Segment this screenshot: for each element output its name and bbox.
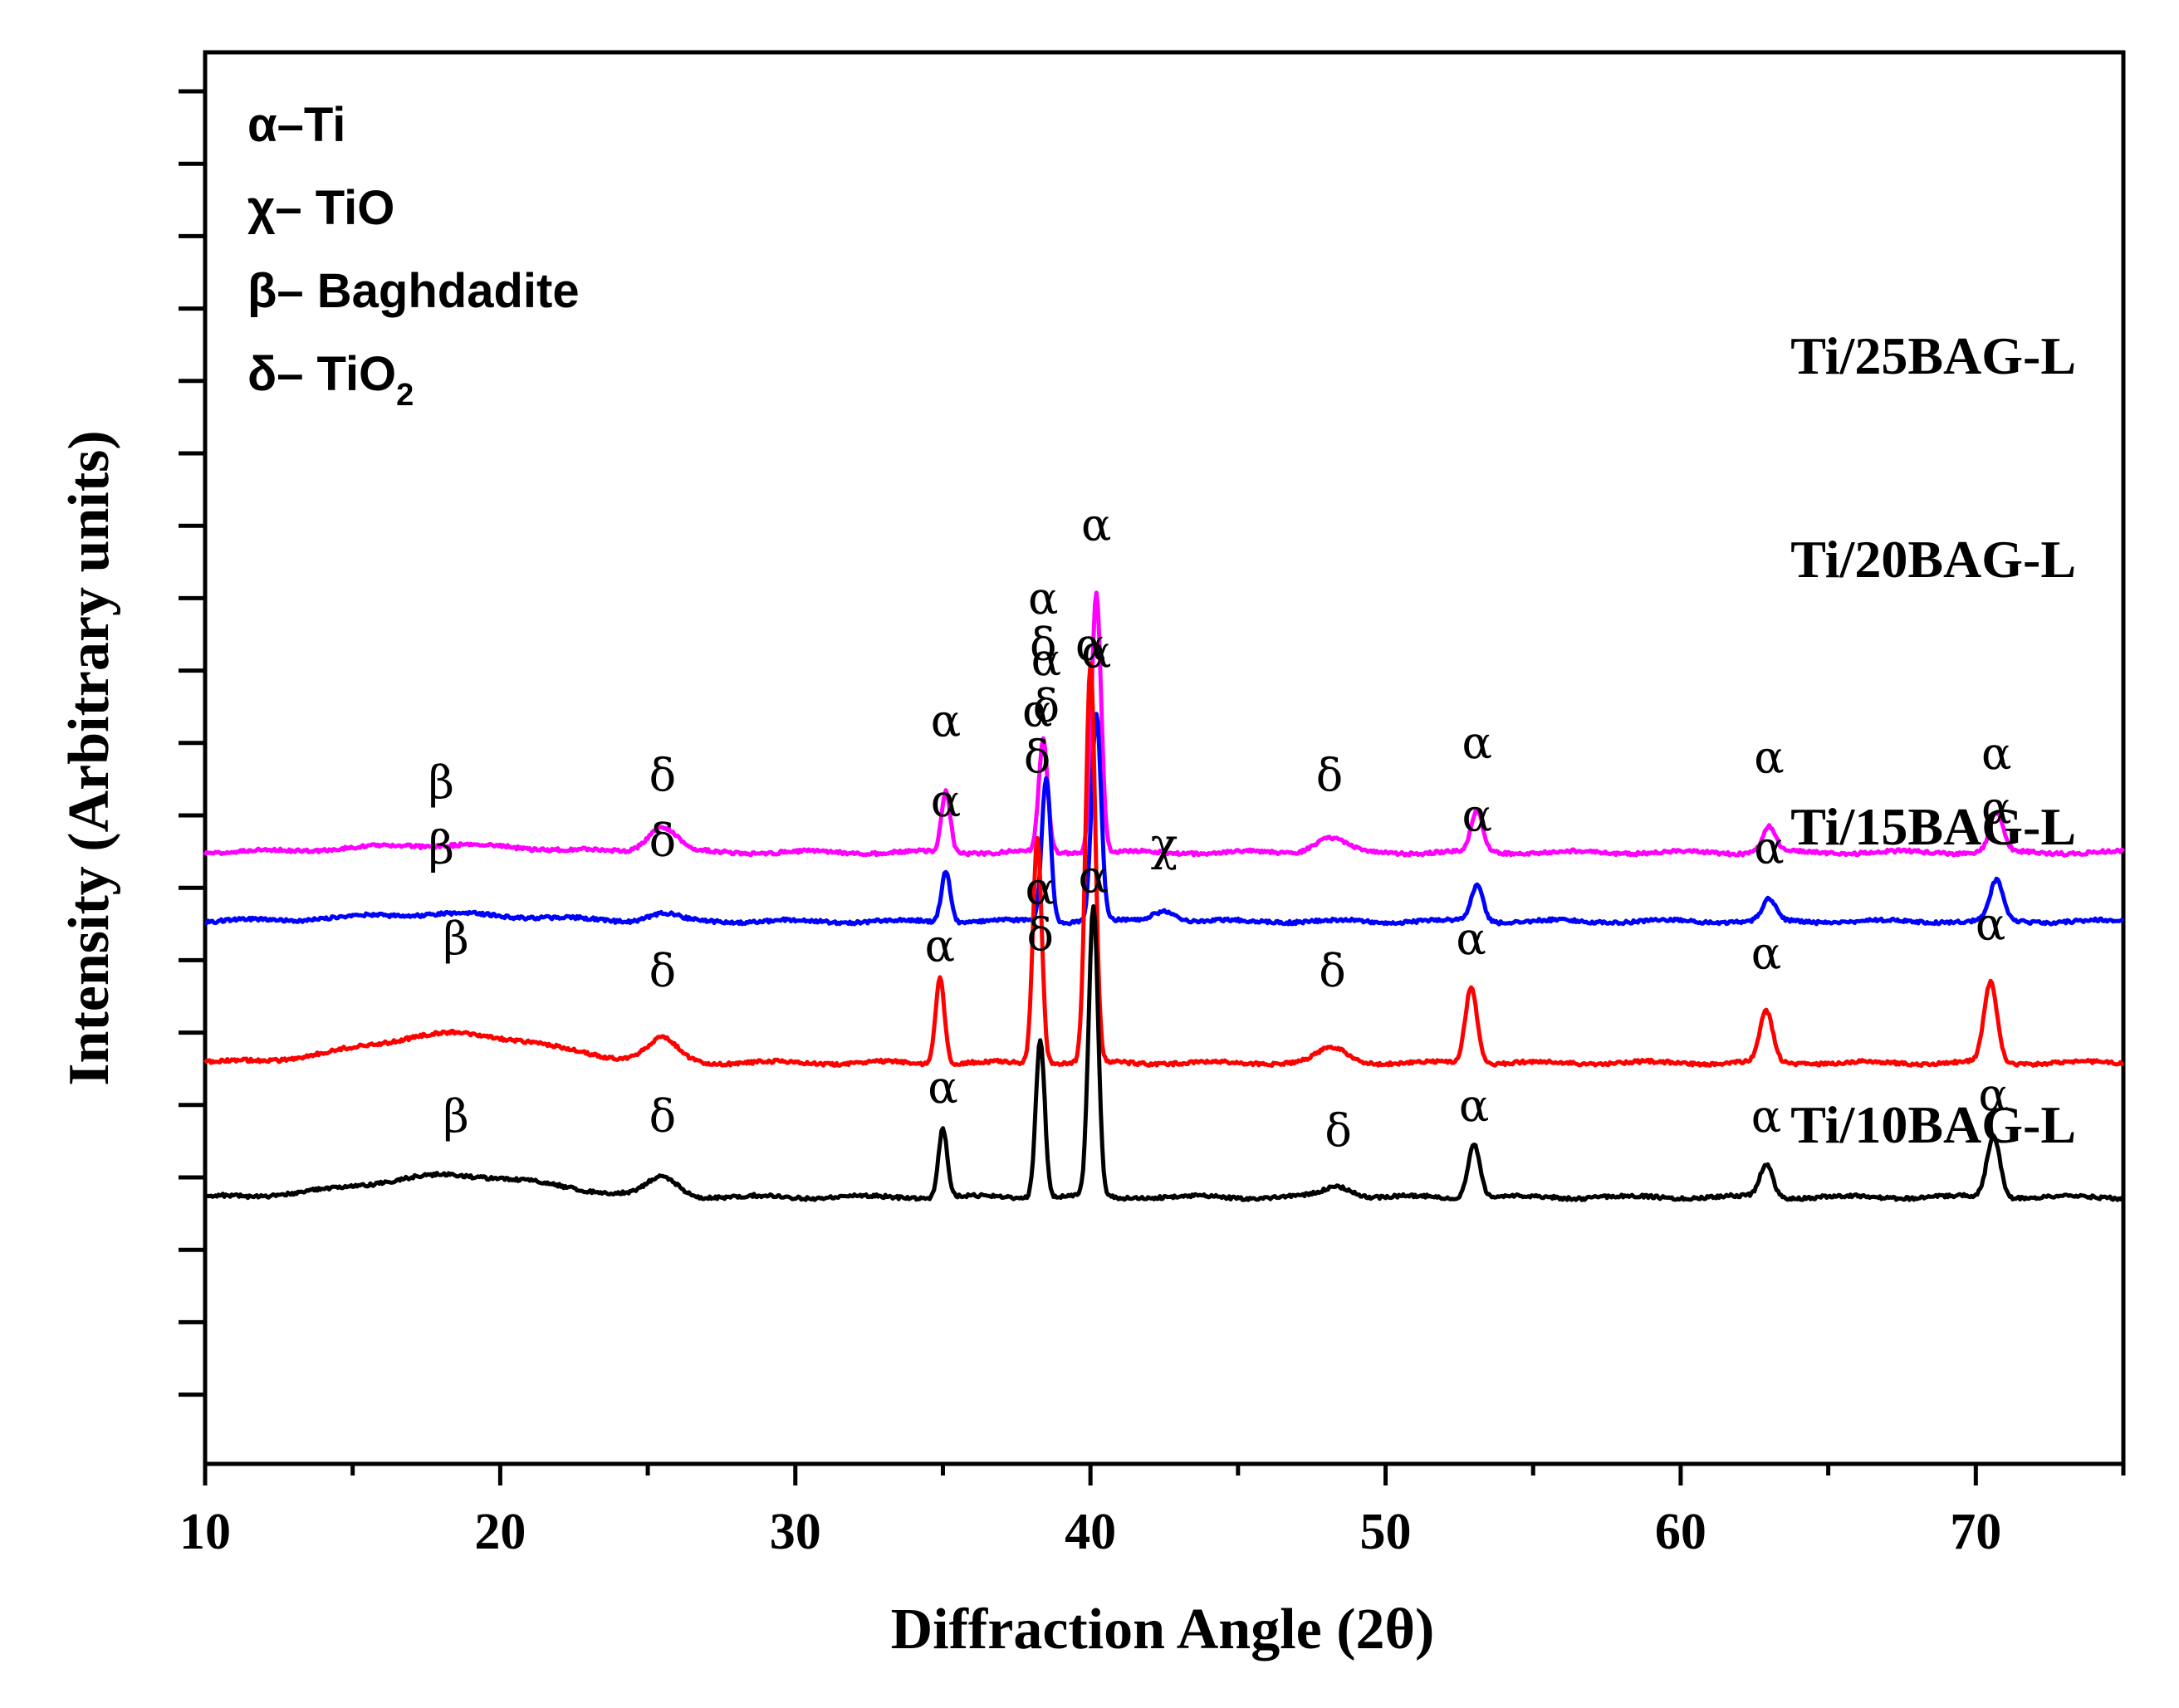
- legend-entry: β– Baghdadite: [247, 264, 580, 318]
- x-axis-title: Diffraction Angle (2θ): [891, 1598, 1435, 1662]
- peak-label: δ: [1316, 749, 1344, 801]
- series-line-1: [204, 712, 2124, 927]
- peak-label: α: [1081, 499, 1111, 551]
- x-tick-label: 70: [1950, 1504, 2001, 1560]
- series-name-label: Ti/20BAG-L: [1790, 530, 2076, 589]
- series-layer: [203, 590, 2125, 1202]
- peak-label: δ: [649, 945, 677, 997]
- x-tick-label: 30: [770, 1504, 821, 1560]
- series-line-3: [203, 904, 2125, 1202]
- peak-label: β: [443, 1090, 468, 1143]
- peak-label: α: [1462, 717, 1491, 769]
- x-tick-label: 40: [1065, 1504, 1116, 1560]
- peak-label: α: [1078, 851, 1108, 903]
- peak-label: α: [1976, 898, 2005, 950]
- peak-label: α: [1462, 789, 1491, 841]
- peak-label: α: [1978, 1069, 2008, 1121]
- series-line-2: [203, 661, 2124, 1069]
- series-line-0: [203, 590, 2125, 858]
- phase-legend: α–Ti χ– TiO β– Baghdadite δ– TiO2: [247, 98, 580, 413]
- x-axis-ticks: 10 20 30 40 50 60 70: [179, 1464, 2126, 1560]
- series-name-label: Ti/25BAG-L: [1790, 326, 2076, 385]
- series-name-label: Ti/15BAG-L: [1790, 797, 2076, 856]
- peak-label: α: [1456, 913, 1486, 965]
- peak-label: δ: [1319, 945, 1346, 997]
- peak-label: α: [1754, 822, 1784, 874]
- peak-label: α: [928, 1061, 957, 1113]
- x-tick-label: 50: [1360, 1504, 1412, 1560]
- peak-label: α: [1075, 619, 1105, 671]
- peak-label: α: [1754, 731, 1784, 783]
- peak-label: α: [1751, 1090, 1781, 1143]
- plot-frame: [203, 50, 2126, 1466]
- peak-label: α: [1081, 626, 1111, 678]
- peak-label: α: [931, 775, 961, 827]
- peak-label: α: [1981, 782, 2011, 834]
- x-tick-label: 60: [1655, 1504, 1706, 1560]
- peak-label: β: [428, 822, 454, 874]
- peak-label: β: [443, 913, 468, 965]
- peak-label: δ: [649, 1090, 677, 1143]
- legend-entry: δ– TiO2: [247, 347, 414, 413]
- peak-label: α: [1981, 727, 2011, 780]
- y-axis-ticks: [179, 89, 205, 1397]
- series-labels: Ti/25BAG-L Ti/20BAG-L Ti/15BAG-L Ti/10BAG-L: [1790, 326, 2076, 1154]
- peak-label: α: [931, 695, 961, 747]
- peak-label: δ: [649, 749, 677, 801]
- x-tick-label: 10: [179, 1504, 231, 1560]
- peak-label: α: [925, 920, 955, 972]
- x-tick-label: 20: [474, 1504, 526, 1560]
- legend-entry: α–Ti: [247, 98, 345, 152]
- peak-label: β: [428, 756, 454, 809]
- peak-label: α: [1459, 1079, 1489, 1132]
- legend-entry: χ– TiO: [247, 181, 394, 235]
- peak-label: χ: [1151, 818, 1178, 870]
- peak-label: δ: [649, 815, 677, 867]
- y-axis-title: Intensity (Arbitrary units): [57, 430, 121, 1085]
- series-name-label: Ti/10BAG-L: [1790, 1095, 2076, 1154]
- peak-label: δ: [1325, 1105, 1352, 1157]
- peak-label: α: [1751, 927, 1781, 979]
